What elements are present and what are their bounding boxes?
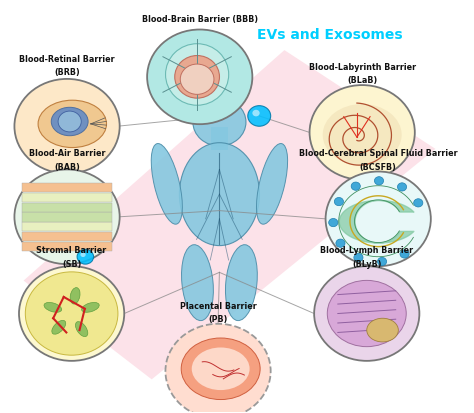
Circle shape — [351, 182, 360, 190]
Circle shape — [398, 183, 407, 191]
Circle shape — [165, 324, 271, 413]
Circle shape — [374, 177, 383, 185]
Circle shape — [180, 64, 214, 94]
Circle shape — [25, 272, 118, 355]
Text: (BRB): (BRB) — [54, 68, 80, 77]
Text: EVs and Exosomes: EVs and Exosomes — [257, 28, 403, 42]
Ellipse shape — [327, 280, 406, 347]
Ellipse shape — [75, 322, 88, 337]
Circle shape — [310, 85, 415, 180]
FancyBboxPatch shape — [22, 212, 112, 222]
Circle shape — [377, 257, 387, 266]
Circle shape — [400, 250, 409, 258]
Text: Blood-Retinal Barrier: Blood-Retinal Barrier — [19, 55, 115, 64]
Ellipse shape — [52, 320, 66, 334]
Ellipse shape — [226, 244, 257, 320]
Ellipse shape — [82, 302, 99, 312]
Circle shape — [58, 111, 81, 132]
Ellipse shape — [38, 100, 107, 147]
Text: (BLyB): (BLyB) — [352, 260, 382, 268]
Ellipse shape — [179, 143, 259, 246]
Text: Blood-Brain Barrier (BBB): Blood-Brain Barrier (BBB) — [142, 15, 258, 24]
Circle shape — [252, 110, 260, 116]
Circle shape — [19, 266, 124, 361]
Text: Blood-Cerebral Spinal Fluid Barrier: Blood-Cerebral Spinal Fluid Barrier — [299, 150, 457, 158]
Circle shape — [81, 252, 86, 257]
Ellipse shape — [367, 318, 398, 342]
Ellipse shape — [165, 44, 228, 105]
Circle shape — [326, 171, 431, 266]
Circle shape — [328, 218, 338, 227]
Circle shape — [354, 254, 363, 262]
Circle shape — [147, 29, 252, 124]
Text: Blood-Labyrinth Barrier: Blood-Labyrinth Barrier — [309, 63, 416, 72]
Text: Placental Barrier: Placental Barrier — [180, 301, 256, 311]
Circle shape — [193, 98, 246, 146]
Text: Blood-Air Barrier: Blood-Air Barrier — [29, 150, 105, 158]
Ellipse shape — [192, 347, 250, 390]
Text: (BAB): (BAB) — [54, 163, 80, 172]
FancyBboxPatch shape — [22, 193, 112, 202]
FancyBboxPatch shape — [22, 232, 112, 241]
Circle shape — [334, 197, 344, 206]
FancyBboxPatch shape — [22, 222, 112, 231]
Text: (SB): (SB) — [62, 260, 82, 268]
FancyBboxPatch shape — [211, 127, 228, 150]
Circle shape — [14, 79, 119, 173]
Text: (PB): (PB) — [209, 315, 228, 324]
Ellipse shape — [51, 107, 88, 136]
FancyBboxPatch shape — [22, 183, 112, 192]
Ellipse shape — [181, 338, 260, 399]
Circle shape — [414, 199, 423, 207]
Text: (BCSFB): (BCSFB) — [360, 163, 397, 172]
Ellipse shape — [151, 144, 182, 224]
Circle shape — [14, 169, 119, 264]
FancyBboxPatch shape — [22, 203, 112, 212]
Ellipse shape — [44, 302, 62, 312]
Circle shape — [77, 249, 93, 264]
Circle shape — [314, 266, 419, 361]
Ellipse shape — [175, 55, 219, 98]
Ellipse shape — [182, 244, 213, 320]
Text: (BLaB): (BLaB) — [347, 76, 377, 85]
Text: Blood-Lymph Barrier: Blood-Lymph Barrier — [320, 246, 413, 255]
Ellipse shape — [70, 287, 80, 304]
Text: Stromal Barrier: Stromal Barrier — [36, 246, 107, 255]
Polygon shape — [24, 50, 436, 380]
Circle shape — [248, 106, 271, 126]
Ellipse shape — [256, 144, 288, 224]
FancyBboxPatch shape — [22, 242, 112, 251]
Circle shape — [336, 239, 345, 247]
Ellipse shape — [323, 104, 401, 166]
